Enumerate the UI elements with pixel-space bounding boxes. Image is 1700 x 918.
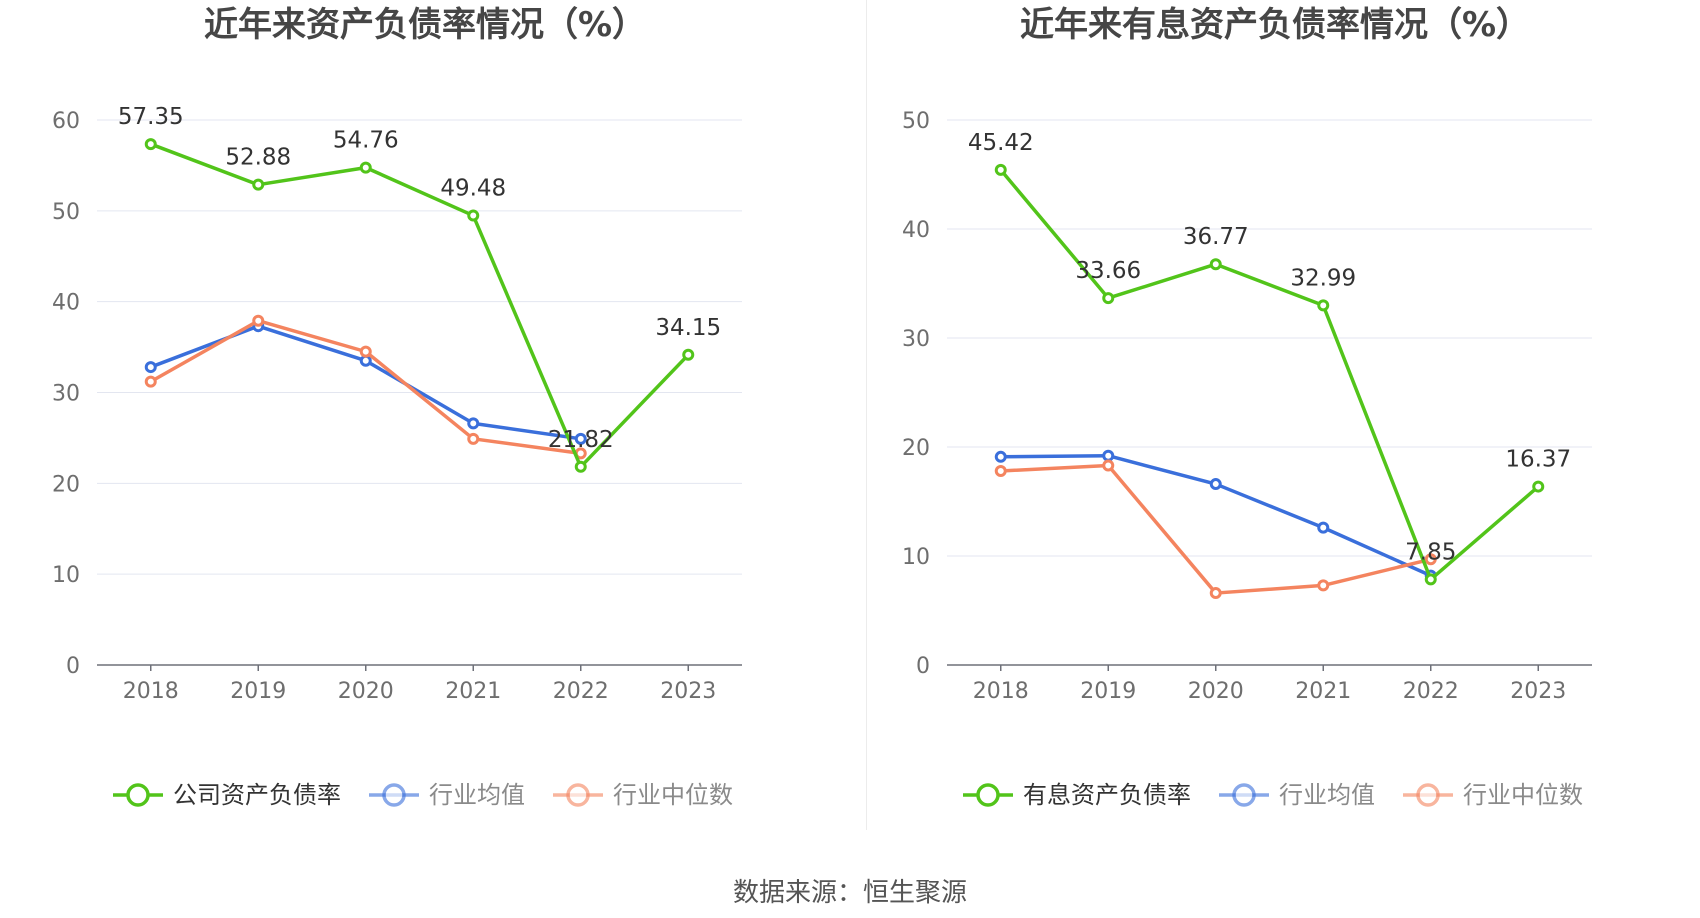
series-industry-median-point	[467, 432, 480, 445]
series-company-point	[1424, 573, 1437, 586]
series-industry-mean-point	[144, 361, 157, 374]
series-company-point	[1102, 292, 1115, 305]
interest-debt-ratio-line-chart: 近年来有息资产负债率情况（%） 0 10 20 30 40 50 2018 2019 2020 20…	[902, 5, 1592, 809]
data-label: 21.82	[548, 427, 614, 453]
x-tick-label: 2018	[973, 679, 1029, 704]
series-company-point	[1209, 258, 1222, 271]
series-industry-median-point	[359, 345, 372, 358]
legend-circle-marker	[126, 783, 150, 807]
series-company-point	[1317, 299, 1330, 312]
series-industry-mean-point	[994, 450, 1007, 463]
series-company-point	[574, 460, 587, 473]
interest-debt-ratio-chart-panel: 近年来有息资产负债率情况（%） 0 10 20 30 40 50 2018 2019 2020 20…	[850, 0, 1700, 830]
legend-circle-marker	[566, 783, 590, 807]
x-tick-label: 2021	[445, 679, 501, 704]
data-label: 57.35	[118, 104, 184, 130]
series-industry-median-point	[252, 314, 265, 327]
series-company-point	[252, 178, 265, 191]
x-tick-label: 2019	[1080, 679, 1136, 704]
y-tick-label: 0	[66, 654, 80, 679]
data-label: 45.42	[968, 130, 1034, 156]
series-company-point	[682, 348, 695, 361]
series-industry-mean-point	[574, 432, 587, 445]
series-industry-mean-line	[1000, 453, 1432, 578]
legend-item-industry-median: 行业中位数	[1403, 781, 1583, 809]
legend-label: 行业中位数	[1463, 781, 1583, 809]
x-tick-label: 2022	[1403, 679, 1459, 704]
chart-title: 近年来有息资产负债率情况（%）	[1020, 5, 1530, 45]
debt-ratio-line-chart: 近年来资产负债率情况（%） 0 10 20 30 40 50 60 2018 2019 2020 20…	[52, 5, 742, 809]
series-industry-mean-point	[1209, 478, 1222, 491]
y-tick-label: 0	[916, 654, 930, 679]
series-industry-median-point	[1317, 579, 1330, 592]
data-label: 49.48	[440, 176, 506, 202]
data-label: 54.76	[333, 128, 399, 154]
series-company-point	[994, 163, 1007, 176]
legend-circle-marker	[976, 783, 1000, 807]
y-tick-label: 30	[902, 327, 930, 352]
y-tick-label: 20	[902, 436, 930, 461]
legend-circle-marker	[382, 783, 406, 807]
x-tick-label: 2021	[1295, 679, 1351, 704]
series-industry-mean-point	[1102, 449, 1115, 462]
x-tick-label: 2020	[338, 679, 394, 704]
y-tick-label: 50	[52, 200, 80, 225]
legend-item-industry-mean: 行业均值	[1219, 781, 1375, 809]
series-industry-median-line	[149, 318, 581, 456]
legend-item-industry-median: 行业中位数	[553, 781, 733, 809]
series-company-point	[1532, 480, 1545, 493]
series-company-line	[150, 142, 690, 469]
debt-ratio-chart-panel: 近年来资产负债率情况（%） 0 10 20 30 40 50 60 2018 2019 2020 20…	[0, 0, 850, 830]
y-tick-label: 40	[902, 218, 930, 243]
y-tick-label: 20	[52, 472, 80, 497]
x-tick-label: 2022	[553, 679, 609, 704]
series-industry-median-point	[1102, 459, 1115, 472]
legend-item-company: 有息资产负债率	[963, 781, 1191, 809]
legend-label: 行业中位数	[613, 781, 733, 809]
x-tick-label: 2018	[123, 679, 179, 704]
legend-label: 行业均值	[1279, 781, 1375, 809]
data-label: 7.85	[1405, 539, 1456, 565]
data-label: 16.37	[1505, 447, 1571, 473]
series-industry-median-point	[1424, 553, 1437, 566]
series-industry-median-point	[144, 375, 157, 388]
legend-circle-marker	[1416, 783, 1440, 807]
legend-label: 行业均值	[429, 781, 525, 809]
panel-divider	[866, 0, 867, 830]
legend-circle-marker	[1232, 783, 1256, 807]
y-tick-label: 10	[52, 563, 80, 588]
legend-label: 有息资产负债率	[1023, 781, 1191, 809]
x-tick-label: 2019	[230, 679, 286, 704]
data-label: 32.99	[1290, 265, 1356, 291]
data-label: 36.77	[1183, 224, 1249, 250]
series-company-point	[144, 138, 157, 151]
series-industry-mean-point	[1317, 521, 1330, 534]
data-source-note: 数据来源：恒生聚源	[732, 878, 967, 908]
series-company-point	[359, 161, 372, 174]
series-company-line	[999, 168, 1540, 582]
series-industry-mean-point	[467, 417, 480, 430]
y-tick-label: 30	[52, 382, 80, 407]
legend-item-industry-mean: 行业均值	[369, 781, 525, 809]
y-tick-label: 60	[52, 109, 80, 134]
data-label: 52.88	[225, 145, 291, 171]
y-tick-label: 10	[902, 545, 930, 570]
legend-item-company: 公司资产负债率	[113, 781, 341, 809]
x-tick-label: 2020	[1188, 679, 1244, 704]
data-label: 33.66	[1075, 258, 1141, 284]
y-tick-label: 50	[902, 109, 930, 134]
series-industry-median-point	[994, 464, 1007, 477]
data-label: 34.15	[655, 315, 721, 341]
series-company-point	[467, 209, 480, 222]
x-tick-label: 2023	[660, 679, 716, 704]
legend-label: 公司资产负债率	[173, 781, 341, 809]
y-tick-label: 40	[52, 291, 80, 316]
series-industry-median-point	[1209, 587, 1222, 600]
chart-title: 近年来资产负债率情况（%）	[204, 5, 646, 45]
x-tick-label: 2023	[1510, 679, 1566, 704]
